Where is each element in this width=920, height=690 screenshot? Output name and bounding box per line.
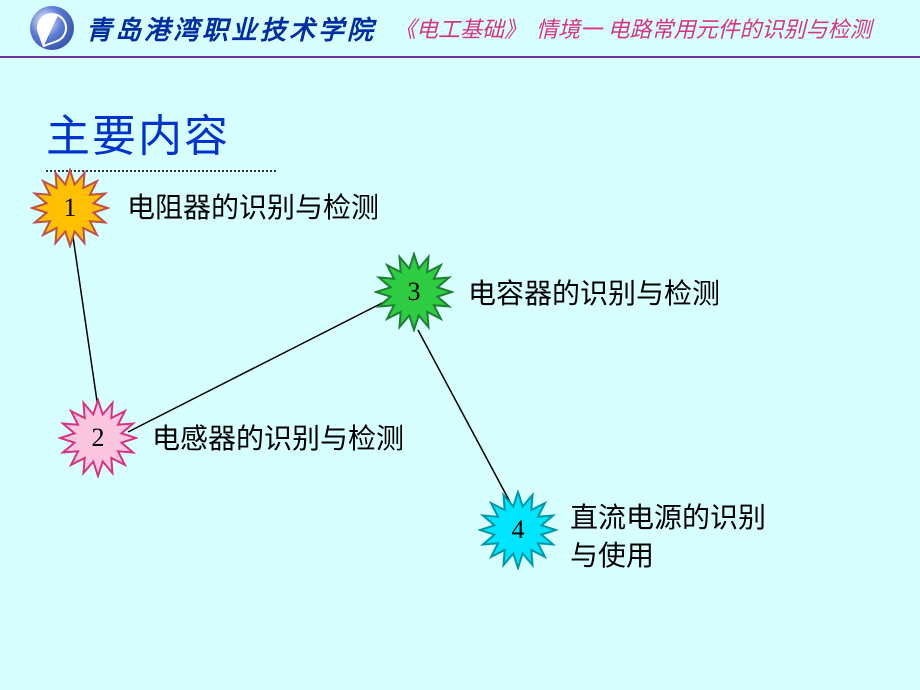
node-4: 4 [488,500,548,560]
node-label-1: 电阻器的识别与检测 [127,190,379,228]
node-label-4: 直流电源的识别 与使用 [570,500,766,576]
node-3: 3 [384,262,444,322]
edge-line [418,330,510,502]
school-name: 青岛港湾职业技术学院 [86,10,376,47]
page-title: 主要内容 [46,100,276,164]
title-block: 主要内容 [46,100,276,172]
logo-inner-icon [33,9,71,47]
node-label-2: 电感器的识别与检测 [152,421,404,459]
node-number: 3 [408,277,421,306]
header: 青岛港湾职业技术学院 《电工基础》 情境一 电路常用元件的识别与检测 [0,0,920,58]
edge-line [128,300,388,432]
course-name: 《电工基础》 [394,12,526,44]
edge-line [72,230,98,408]
node-label-3: 电容器的识别与检测 [468,276,720,314]
scenario-name: 情境一 电路常用元件的识别与检测 [536,12,872,44]
node-1: 1 [40,178,100,238]
node-number: 4 [512,515,525,544]
school-logo [30,6,74,50]
node-2: 2 [68,408,128,468]
node-number: 2 [92,423,105,452]
node-number: 1 [64,193,77,222]
